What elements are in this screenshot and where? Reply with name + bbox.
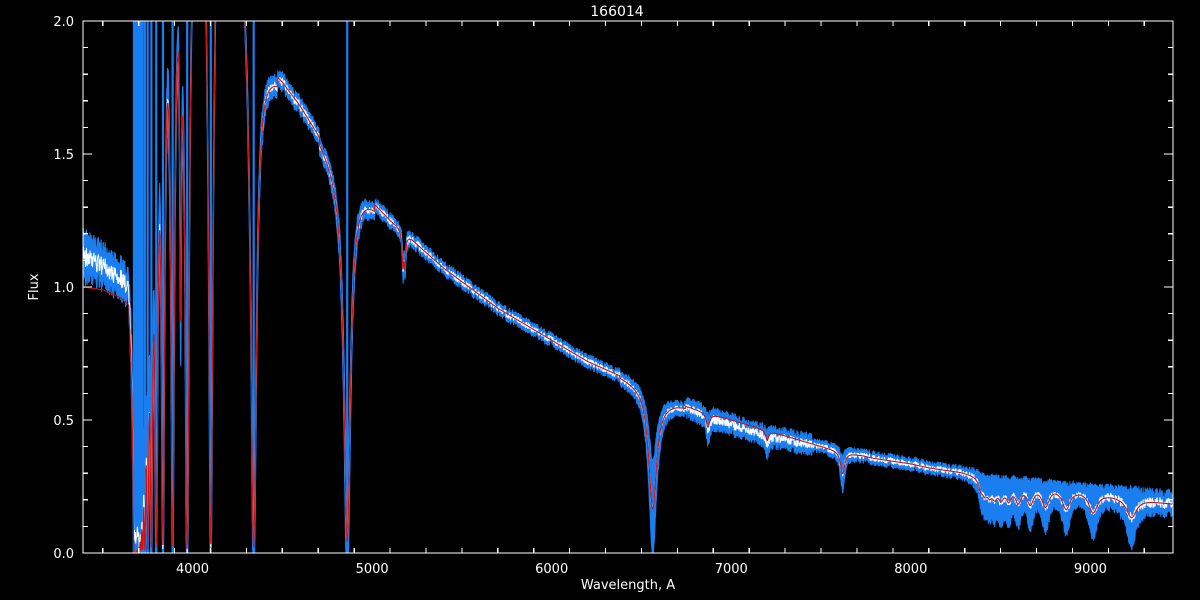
y-tick-label: 1.0: [53, 281, 74, 296]
absorption-line-spike: [186, 21, 189, 553]
x-tick-label: 7000: [715, 562, 748, 577]
uncertainty-band-series: [83, 21, 1173, 553]
x-tick-label: 5000: [356, 562, 389, 577]
y-tick-label: 0.0: [53, 547, 74, 562]
model-fit-series: [83, 21, 1173, 553]
x-tick-label: 6000: [535, 562, 568, 577]
uncertainty-lower-trace: [83, 21, 1173, 553]
x-axis-label: Wavelength, A: [581, 578, 675, 593]
absorption-line-spike: [252, 21, 255, 553]
y-tick-label: 2.0: [53, 15, 74, 30]
page-title: 166014: [590, 4, 644, 20]
x-tick-label: 8000: [894, 562, 927, 577]
x-tick-label: 4000: [176, 562, 209, 577]
absorption-line-spike: [171, 21, 174, 553]
absorption-line-spike: [161, 21, 165, 553]
uncertainty-band: [83, 21, 1173, 553]
absorption-line-spike: [143, 21, 146, 553]
axis-ticks: [83, 20, 1173, 554]
absorption-line-spike: [139, 21, 142, 553]
plot-area: [83, 21, 1173, 553]
absorption-line-spike: [209, 21, 212, 553]
x-tick-label: 9000: [1074, 562, 1107, 577]
absorption-line-spike: [141, 21, 144, 553]
x-axis-tick-labels: 4000 5000 6000 7000 8000 9000: [176, 562, 1107, 577]
absorption-line-spike: [155, 21, 158, 553]
model-flux-trace: [83, 21, 1173, 553]
absorption-line-spike: [132, 21, 136, 553]
absorption-line-spike: [346, 21, 349, 553]
y-tick-label: 0.5: [53, 414, 74, 429]
absorption-line-spike: [150, 21, 153, 553]
absorption-line-spike: [146, 21, 149, 553]
absorption-line-spike: [138, 21, 141, 553]
y-axis-label: Flux: [27, 273, 42, 300]
y-tick-label: 1.5: [53, 148, 74, 163]
y-axis-tick-labels: 0.0 0.5 1.0 1.5 2.0: [53, 15, 74, 562]
uncertainty-upper-trace: [83, 21, 1173, 500]
uncertainty-line-series: [83, 21, 1173, 553]
